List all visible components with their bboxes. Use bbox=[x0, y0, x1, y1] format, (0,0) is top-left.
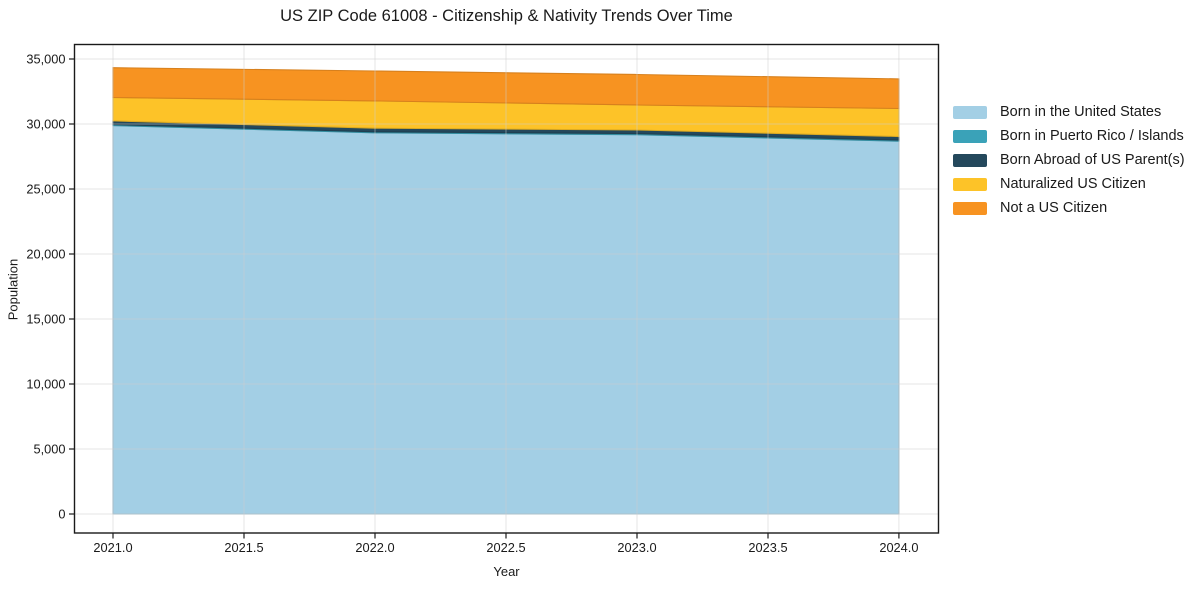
y-tick-label: 15,000 bbox=[26, 311, 65, 326]
legend-swatch bbox=[953, 177, 987, 191]
legend-item-1: Born in the United States bbox=[953, 100, 1185, 124]
legend-item-5: Not a US Citizen bbox=[953, 196, 1185, 220]
x-tick-label: 2023.5 bbox=[748, 540, 787, 555]
chart-title: US ZIP Code 61008 - Citizenship & Nativi… bbox=[280, 7, 733, 25]
y-tick-label: 10,000 bbox=[26, 376, 65, 391]
legend-swatch bbox=[953, 153, 987, 167]
legend-item-3: Born Abroad of US Parent(s) bbox=[953, 148, 1185, 172]
x-tick-label: 2021.5 bbox=[224, 540, 263, 555]
x-tick-label: 2022.5 bbox=[486, 540, 525, 555]
y-tick-label: 25,000 bbox=[26, 181, 65, 196]
x-tick-label: 2024.0 bbox=[879, 540, 918, 555]
legend-label: Naturalized US Citizen bbox=[1000, 176, 1146, 192]
legend-label: Born Abroad of US Parent(s) bbox=[1000, 152, 1185, 168]
legend: Born in the United States Born in Puerto … bbox=[953, 100, 1185, 220]
legend-label: Born in Puerto Rico / Islands bbox=[1000, 128, 1184, 144]
x-tick-label: 2021.0 bbox=[93, 540, 132, 555]
legend-item-4: Naturalized US Citizen bbox=[953, 172, 1185, 196]
legend-swatch bbox=[953, 129, 987, 143]
y-tick-label: 5,000 bbox=[33, 441, 65, 456]
x-tick-label: 2022.0 bbox=[355, 540, 394, 555]
legend-item-2: Born in Puerto Rico / Islands bbox=[953, 124, 1185, 148]
legend-swatch bbox=[953, 201, 987, 215]
y-tick-label: 20,000 bbox=[26, 246, 65, 261]
x-axis-label: Year bbox=[493, 564, 520, 579]
y-axis-label: Population bbox=[5, 258, 21, 321]
y-tick-label: 35,000 bbox=[26, 51, 65, 66]
y-tick-label: 0 bbox=[58, 506, 65, 521]
legend-label: Not a US Citizen bbox=[1000, 200, 1108, 216]
y-tick-label: 30,000 bbox=[26, 116, 65, 131]
legend-swatch bbox=[953, 105, 987, 119]
x-tick-label: 2023.0 bbox=[617, 540, 656, 555]
legend-label: Born in the United States bbox=[1000, 104, 1162, 120]
